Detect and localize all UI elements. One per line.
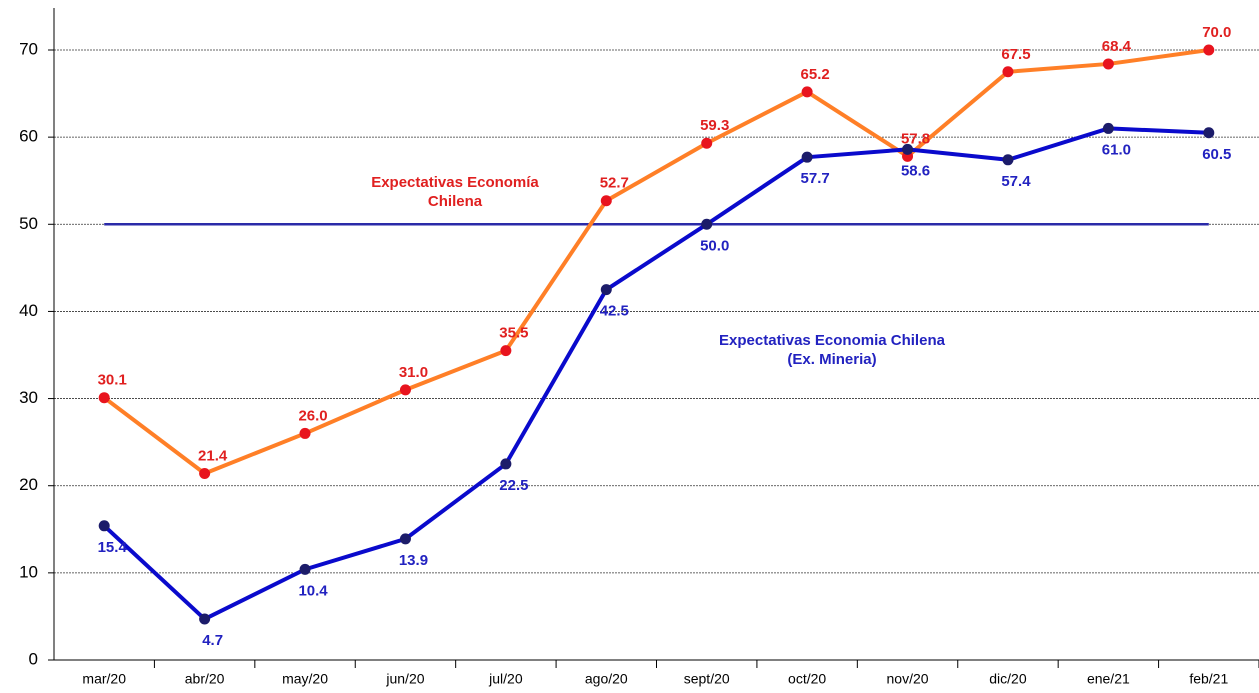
value-label: 61.0 <box>1102 141 1131 158</box>
value-label: 67.5 <box>1001 46 1030 63</box>
series-line <box>102 126 1209 622</box>
marker <box>1203 44 1215 56</box>
marker <box>1203 127 1215 139</box>
value-label: 15.4 <box>98 539 128 556</box>
annotation: Expectativas Economia Chilena <box>719 332 946 349</box>
value-label: 57.7 <box>801 170 830 187</box>
y-tick-label: 70 <box>19 39 38 58</box>
y-tick-label: 30 <box>19 388 38 407</box>
marker <box>199 613 211 625</box>
value-label: 60.5 <box>1202 146 1231 163</box>
marker <box>701 137 713 149</box>
x-tick-label: mar/20 <box>82 671 126 687</box>
x-tick-label: nov/20 <box>887 671 929 687</box>
value-label: 10.4 <box>298 582 328 599</box>
y-tick-label: 0 <box>29 649 38 668</box>
value-label: 35.5 <box>499 325 528 342</box>
value-label: 57.8 <box>901 130 930 147</box>
marker <box>399 533 411 545</box>
y-tick-label: 10 <box>19 562 38 581</box>
value-label: 57.4 <box>1001 173 1031 190</box>
marker <box>1102 58 1114 70</box>
marker <box>600 195 612 207</box>
marker <box>1002 154 1014 166</box>
value-label: 58.6 <box>901 162 930 179</box>
x-tick-label: oct/20 <box>788 671 826 687</box>
marker <box>801 86 813 98</box>
value-label: 59.3 <box>700 117 729 134</box>
y-tick-label: 50 <box>19 214 38 233</box>
x-tick-label: abr/20 <box>185 671 225 687</box>
value-label: 70.0 <box>1202 24 1231 41</box>
y-tick-label: 40 <box>19 301 38 320</box>
x-tick-label: jul/20 <box>488 671 523 687</box>
x-tick-label: ene/21 <box>1087 671 1130 687</box>
value-label: 26.0 <box>298 407 327 424</box>
value-label: 21.4 <box>198 447 228 464</box>
annotation: Expectativas Economía <box>371 174 539 191</box>
value-label: 50.0 <box>700 237 729 254</box>
x-tick-label: dic/20 <box>989 671 1027 687</box>
x-tick-label: feb/21 <box>1189 671 1228 687</box>
annotation: (Ex. Mineria) <box>787 351 876 368</box>
annotation: Chilena <box>428 193 483 210</box>
marker <box>399 384 411 396</box>
x-tick-label: sept/20 <box>684 671 730 687</box>
value-label: 42.5 <box>600 303 629 320</box>
value-label: 13.9 <box>399 552 428 569</box>
marker <box>1002 66 1014 78</box>
marker <box>299 563 311 575</box>
value-label: 30.1 <box>98 372 127 389</box>
x-tick-label: ago/20 <box>585 671 628 687</box>
x-tick-label: may/20 <box>282 671 328 687</box>
value-label: 31.0 <box>399 364 428 381</box>
marker <box>1102 122 1114 134</box>
marker <box>600 284 612 296</box>
marker <box>701 218 713 230</box>
y-tick-label: 60 <box>19 127 38 146</box>
x-tick-label: jun/20 <box>385 671 424 687</box>
marker <box>902 143 914 155</box>
value-label: 4.7 <box>202 632 223 649</box>
marker <box>199 468 211 480</box>
value-label: 68.4 <box>1102 38 1132 55</box>
marker <box>500 458 512 470</box>
marker <box>98 520 110 532</box>
marker <box>801 151 813 163</box>
value-label: 52.7 <box>600 175 629 192</box>
value-label: 65.2 <box>801 66 830 83</box>
marker <box>500 345 512 357</box>
marker <box>98 392 110 404</box>
marker <box>299 427 311 439</box>
y-tick-label: 20 <box>19 475 38 494</box>
value-label: 22.5 <box>499 477 528 494</box>
series-line <box>103 48 1210 476</box>
